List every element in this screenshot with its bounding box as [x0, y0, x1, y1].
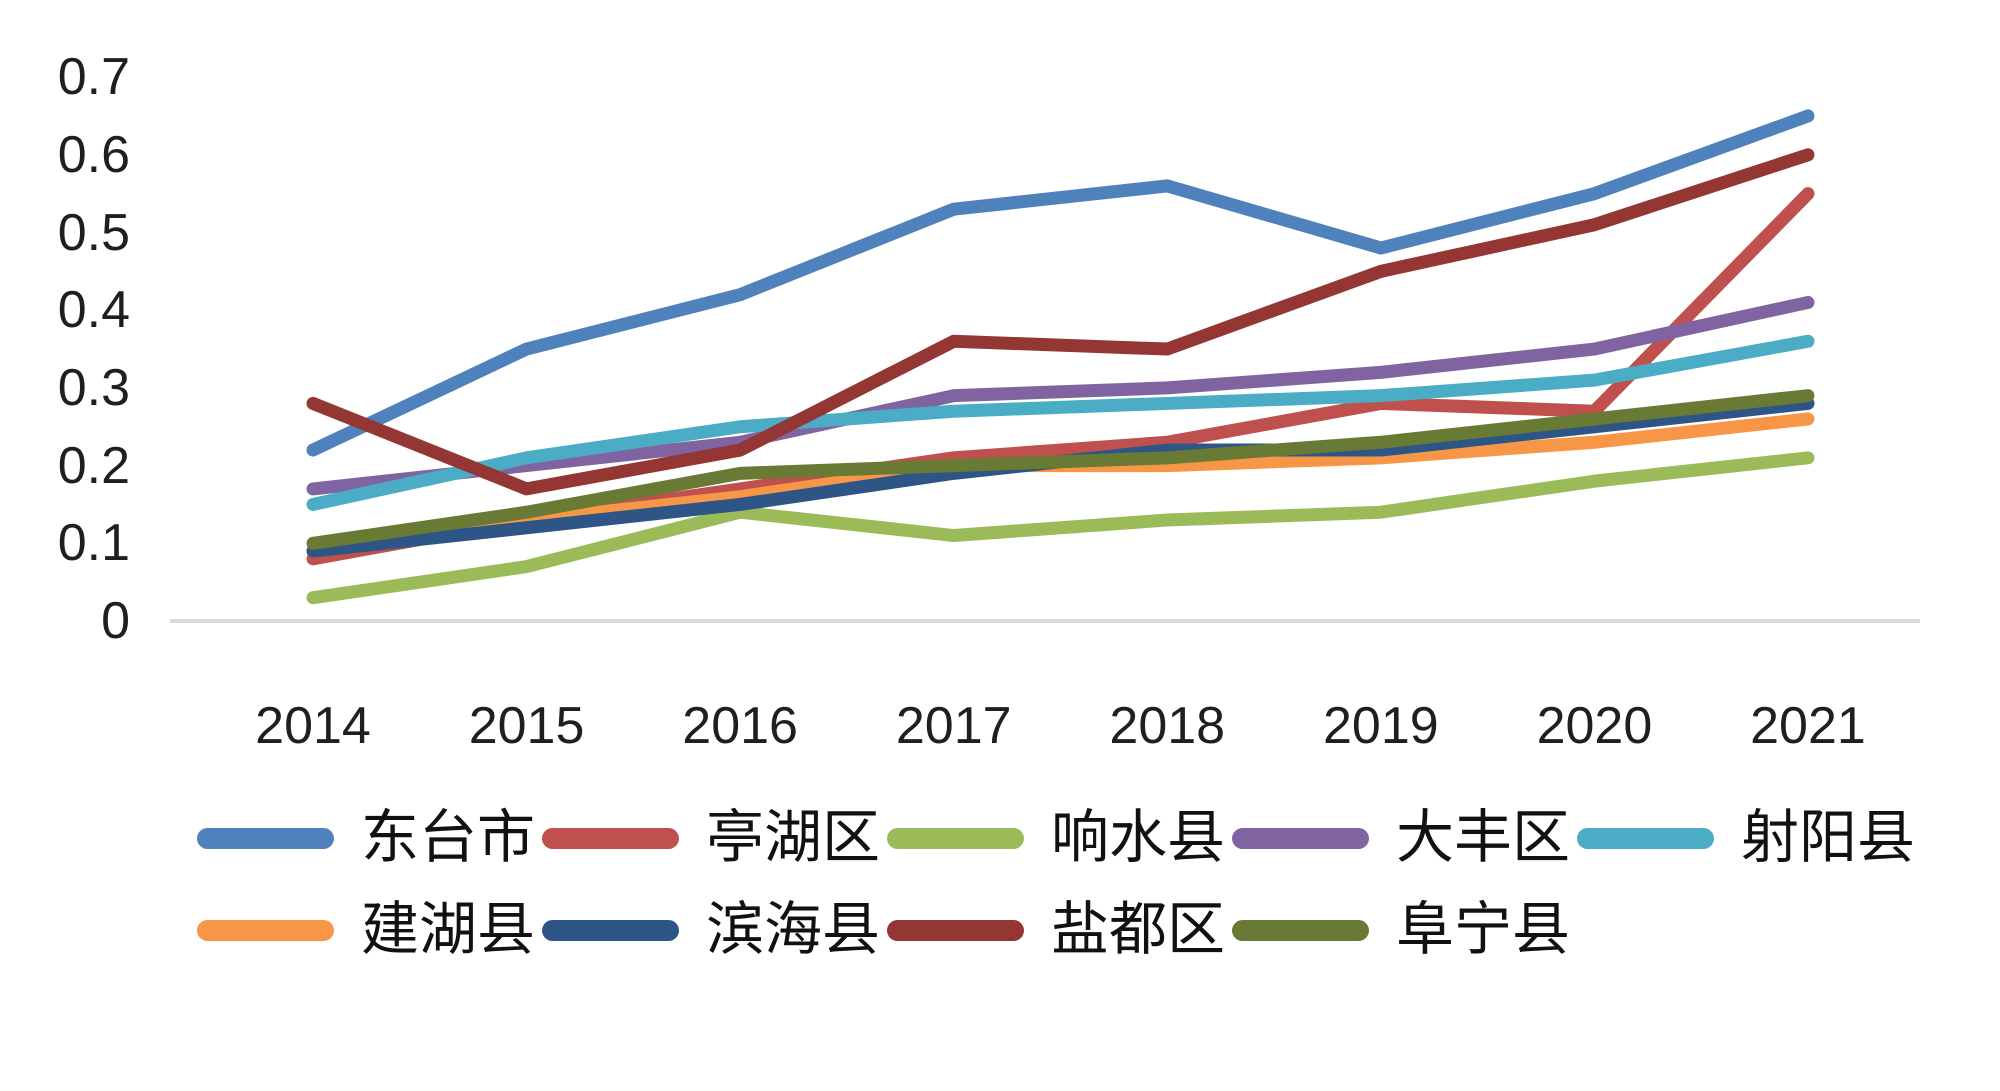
legend-item-建湖县: 建湖县 [197, 901, 542, 959]
y-tick-label: 0.5 [57, 203, 130, 262]
y-tick-label: 0.6 [57, 125, 130, 184]
series-line-射阳县 [306, 334, 1815, 511]
x-tick-label: 2021 [1750, 697, 1866, 755]
legend-item-阜宁县: 阜宁县 [1232, 901, 1577, 959]
y-tick-label: 0.1 [57, 514, 130, 573]
legend-item-响水县: 响水县 [887, 809, 1232, 867]
x-tick-label: 2014 [255, 697, 371, 755]
y-tick-label: 0.4 [57, 281, 130, 340]
legend-swatch-icon [1577, 827, 1714, 849]
legend-label: 亭湖区 [706, 805, 881, 870]
legend: 东台市 亭湖区 响水县 大丰区 射阳县 建湖县 滨海县 盐都区 阜宁县 [197, 792, 1922, 976]
legend-label: 响水县 [1051, 805, 1226, 870]
x-tick-label: 2019 [1323, 697, 1439, 755]
legend-label: 射阳县 [1741, 805, 1916, 870]
legend-swatch-icon [887, 827, 1024, 849]
series-line-阜宁县 [306, 389, 1815, 550]
legend-swatch-icon [1232, 827, 1369, 849]
legend-swatch-icon [887, 919, 1024, 941]
legend-item-大丰区: 大丰区 [1232, 809, 1577, 867]
y-tick-label: 0 [101, 592, 130, 650]
legend-label: 建湖县 [361, 897, 536, 962]
x-tick-label: 2016 [682, 697, 798, 755]
legend-swatch-icon [542, 919, 679, 941]
legend-label: 大丰区 [1396, 805, 1571, 870]
legend-item-东台市: 东台市 [197, 809, 542, 867]
legend-label: 东台市 [361, 805, 536, 870]
y-tick-label: 0.2 [57, 436, 130, 495]
legend-item-射阳县: 射阳县 [1577, 809, 1922, 867]
legend-label: 阜宁县 [1396, 897, 1571, 962]
legend-row: 建湖县 滨海县 盐都区 阜宁县 [197, 884, 1922, 976]
legend-item-滨海县: 滨海县 [542, 901, 887, 959]
legend-item-亭湖区: 亭湖区 [542, 809, 887, 867]
series-line-响水县 [306, 451, 1815, 605]
legend-label: 盐都区 [1051, 897, 1226, 962]
legend-swatch-icon [542, 827, 679, 849]
legend-label: 滨海县 [706, 897, 881, 962]
series-line-大丰区 [306, 295, 1815, 496]
y-tick-label: 0.7 [57, 48, 130, 107]
x-tick-label: 2018 [1109, 697, 1226, 755]
series-line-东台市 [306, 109, 1815, 457]
series-line-盐都区 [306, 148, 1815, 496]
legend-swatch-icon [1232, 919, 1369, 941]
legend-swatch-icon [197, 919, 334, 941]
legend-row: 东台市 亭湖区 响水县 大丰区 射阳县 [197, 792, 1922, 884]
legend-swatch-icon [197, 827, 334, 849]
legend-item-盐都区: 盐都区 [887, 901, 1232, 959]
y-tick-label: 0.3 [57, 358, 130, 417]
x-tick-label: 2015 [468, 697, 585, 755]
x-tick-label: 2020 [1536, 697, 1653, 755]
series-lines [306, 109, 1815, 605]
x-tick-label: 2017 [895, 697, 1012, 755]
